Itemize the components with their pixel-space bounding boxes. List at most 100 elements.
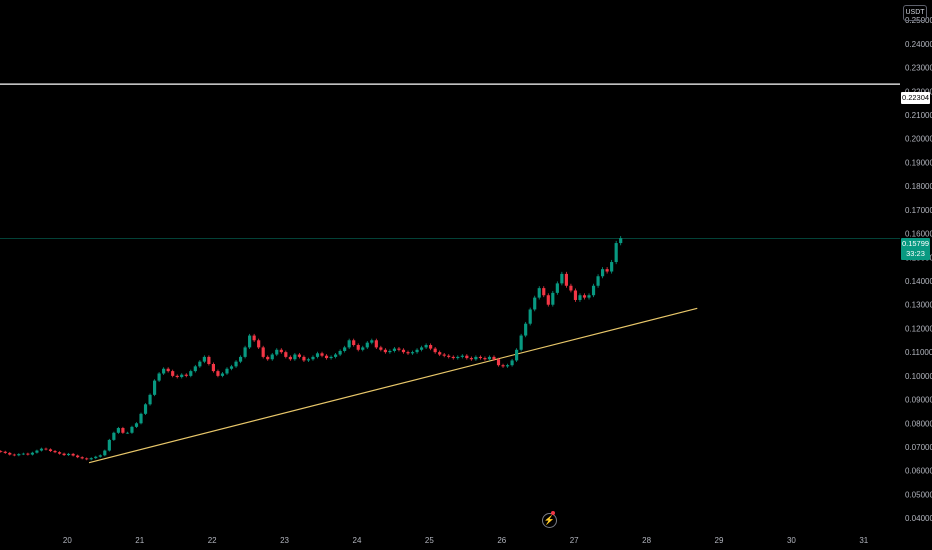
candle-body	[397, 348, 401, 350]
countdown-timer: 33:23	[906, 249, 925, 258]
candle-body	[116, 428, 120, 433]
currency-button[interactable]: USDT	[903, 5, 927, 21]
candle-body	[112, 432, 116, 440]
y-tick-label: 0.07000	[905, 443, 932, 452]
candle-body	[261, 347, 265, 357]
x-tick-label: 26	[497, 536, 506, 545]
candle-body	[383, 349, 387, 353]
candle-body	[619, 238, 623, 244]
candle-body	[483, 358, 487, 360]
candle-body	[279, 349, 283, 353]
candle-body	[433, 348, 437, 353]
y-tick-label: 0.21000	[905, 111, 932, 120]
candle-body	[496, 359, 501, 366]
candle-body	[392, 348, 397, 351]
candle-body	[564, 273, 568, 286]
x-tick-label: 20	[63, 536, 72, 545]
candle-body	[293, 354, 297, 360]
candle-body	[578, 295, 582, 300]
candle-body	[487, 356, 492, 360]
candle-body	[614, 243, 618, 263]
x-tick-label: 24	[353, 536, 362, 545]
candle-body	[85, 458, 89, 460]
candle-body	[180, 374, 184, 378]
candle-body	[365, 342, 369, 348]
candle-body	[474, 356, 478, 360]
candle-body	[130, 426, 134, 433]
candle-body	[207, 356, 211, 365]
candle-body	[220, 373, 225, 376]
candle-body	[216, 371, 220, 376]
candle-body	[469, 358, 473, 360]
candle-body	[329, 356, 333, 359]
x-tick-label: 27	[570, 536, 579, 545]
candle-body	[184, 374, 188, 376]
candle-body	[311, 356, 315, 360]
candle-body	[510, 360, 514, 366]
candle-body	[89, 458, 93, 460]
candle-body	[501, 365, 505, 367]
candle-body	[166, 368, 170, 372]
candle-body	[596, 276, 600, 286]
candle-body	[515, 349, 519, 361]
candle-body	[189, 371, 193, 376]
candle-body	[519, 335, 523, 350]
candle-body	[30, 452, 34, 455]
candles	[0, 236, 623, 461]
candle-body	[582, 295, 587, 298]
candle-body	[605, 269, 609, 272]
candle-body	[306, 359, 311, 361]
candle-body	[401, 349, 406, 353]
candle-body	[542, 288, 546, 296]
candle-body	[524, 323, 528, 336]
lightning-icon[interactable]: ⚡	[542, 513, 557, 528]
candle-body	[171, 371, 175, 376]
candle-body	[374, 340, 378, 348]
x-tick-label: 23	[280, 536, 289, 545]
candle-body	[334, 354, 338, 357]
candle-body	[35, 450, 39, 453]
candle-body	[537, 288, 541, 298]
x-tick-label: 31	[859, 536, 868, 545]
candle-body	[134, 423, 139, 427]
candle-body	[12, 454, 16, 456]
candle-body	[320, 353, 324, 356]
candle-body	[415, 349, 419, 353]
candle-body	[442, 354, 446, 356]
x-tick-label: 25	[425, 536, 434, 545]
trendline[interactable]	[88, 307, 698, 464]
candle-body	[438, 352, 442, 355]
candle-body	[429, 345, 433, 349]
candle-body	[252, 335, 256, 341]
candle-body	[39, 448, 44, 451]
candle-body	[193, 366, 197, 372]
candle-body	[424, 345, 428, 348]
candle-body	[121, 428, 125, 433]
y-tick-label: 0.24000	[905, 40, 932, 49]
candle-body	[143, 404, 148, 414]
candle-body	[266, 356, 270, 360]
candle-body	[379, 347, 383, 350]
x-tick-label: 29	[715, 536, 724, 545]
candle-body	[44, 448, 48, 450]
candle-body	[67, 453, 71, 456]
y-tick-label: 0.16000	[905, 230, 932, 239]
y-tick-label: 0.13000	[905, 301, 932, 310]
candle-body	[53, 451, 57, 453]
candle-body	[573, 290, 578, 300]
candle-body	[601, 269, 605, 277]
y-tick-label: 0.10000	[905, 372, 932, 381]
candle-body	[107, 439, 111, 451]
candle-body	[451, 356, 455, 359]
candle-body	[284, 352, 288, 357]
y-tick-label: 0.12000	[905, 324, 932, 333]
candle-body	[370, 340, 374, 343]
candle-body	[162, 368, 166, 374]
y-tick-label: 0.08000	[905, 419, 932, 428]
candle-body	[406, 352, 410, 354]
y-tick-label: 0.09000	[905, 396, 932, 405]
candle-body	[243, 347, 247, 357]
candle-body	[0, 451, 3, 452]
candle-body	[288, 356, 292, 360]
